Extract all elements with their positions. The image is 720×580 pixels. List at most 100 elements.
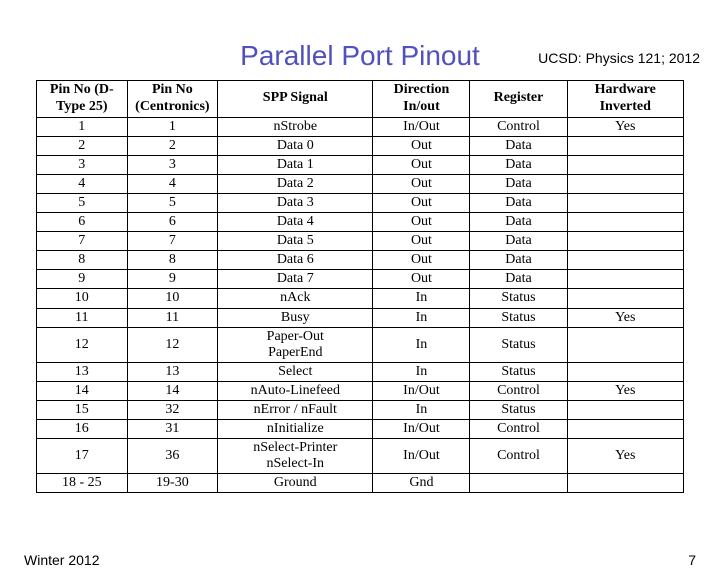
- table-cell: 36: [127, 439, 218, 474]
- table-cell: 12: [37, 327, 128, 362]
- table-cell: Data: [470, 155, 567, 174]
- table-cell: Out: [373, 232, 470, 251]
- table-cell: Status: [470, 289, 567, 308]
- table-cell: Yes: [567, 308, 683, 327]
- table-row: 77Data 5OutData: [37, 232, 684, 251]
- table-cell: 11: [127, 308, 218, 327]
- table-cell: 10: [37, 289, 128, 308]
- table-cell: Out: [373, 155, 470, 174]
- table-row: 22Data 0OutData: [37, 136, 684, 155]
- course-header: UCSD: Physics 121; 2012: [538, 50, 700, 66]
- table-cell: Data 7: [218, 270, 373, 289]
- pinout-table: Pin No (D-Type 25) Pin No (Centronics) S…: [36, 80, 684, 493]
- table-cell: Data: [470, 232, 567, 251]
- table-cell: Out: [373, 193, 470, 212]
- table-cell: [567, 289, 683, 308]
- table-cell: 12: [127, 327, 218, 362]
- table-cell: Out: [373, 174, 470, 193]
- table-row: 66Data 4OutData: [37, 213, 684, 232]
- col-header: Pin No (Centronics): [127, 81, 218, 118]
- table-cell: 5: [127, 193, 218, 212]
- table-cell: Status: [470, 401, 567, 420]
- table-cell: [567, 155, 683, 174]
- table-cell: 13: [127, 362, 218, 381]
- table-row: 55Data 3OutData: [37, 193, 684, 212]
- table-row: 33Data 1OutData: [37, 155, 684, 174]
- table-cell: In: [373, 401, 470, 420]
- table-row: 11nStrobeIn/OutControlYes: [37, 117, 684, 136]
- table-cell: Data 5: [218, 232, 373, 251]
- table-cell: Select: [218, 362, 373, 381]
- table-cell: nSelect-PrinternSelect-In: [218, 439, 373, 474]
- table-cell: 3: [37, 155, 128, 174]
- table-cell: [567, 327, 683, 362]
- table-cell: 2: [37, 136, 128, 155]
- col-header: Direction In/out: [373, 81, 470, 118]
- table-cell: 6: [37, 213, 128, 232]
- table-cell: nAuto-Linefeed: [218, 381, 373, 400]
- col-header: Pin No (D-Type 25): [37, 81, 128, 118]
- table-cell: 32: [127, 401, 218, 420]
- table-cell: 16: [37, 420, 128, 439]
- col-header: Register: [470, 81, 567, 118]
- table-cell: Status: [470, 327, 567, 362]
- table-cell: 8: [127, 251, 218, 270]
- table-cell: 1: [127, 117, 218, 136]
- table-cell: Data 4: [218, 213, 373, 232]
- table-cell: Status: [470, 308, 567, 327]
- footer-term: Winter 2012: [24, 552, 99, 568]
- table-cell: 9: [37, 270, 128, 289]
- table-cell: Data 0: [218, 136, 373, 155]
- table-cell: nAck: [218, 289, 373, 308]
- table-row: 18 - 2519-30GroundGnd: [37, 474, 684, 493]
- table-cell: Gnd: [373, 474, 470, 493]
- table-cell: Ground: [218, 474, 373, 493]
- table-cell: Data: [470, 136, 567, 155]
- table-cell: Yes: [567, 117, 683, 136]
- table-row: 99Data 7OutData: [37, 270, 684, 289]
- table-cell: 2: [127, 136, 218, 155]
- table-cell: 14: [37, 381, 128, 400]
- table-body: 11nStrobeIn/OutControlYes22Data 0OutData…: [37, 117, 684, 493]
- table-cell: [567, 401, 683, 420]
- footer-page: 7: [688, 552, 696, 568]
- table-cell: Data: [470, 251, 567, 270]
- table-cell: 8: [37, 251, 128, 270]
- table-row: 44Data 2OutData: [37, 174, 684, 193]
- table-cell: Status: [470, 362, 567, 381]
- table-cell: Control: [470, 420, 567, 439]
- table-cell: In: [373, 362, 470, 381]
- table-cell: 4: [37, 174, 128, 193]
- table-cell: 5: [37, 193, 128, 212]
- table-cell: 19-30: [127, 474, 218, 493]
- table-cell: 7: [127, 232, 218, 251]
- table-cell: In: [373, 308, 470, 327]
- table-cell: 11: [37, 308, 128, 327]
- table-cell: 13: [37, 362, 128, 381]
- table-cell: Control: [470, 439, 567, 474]
- table-cell: Data: [470, 174, 567, 193]
- table-cell: Busy: [218, 308, 373, 327]
- table-cell: Out: [373, 213, 470, 232]
- table-header: Pin No (D-Type 25) Pin No (Centronics) S…: [37, 81, 684, 118]
- table-cell: [567, 362, 683, 381]
- table-cell: Control: [470, 117, 567, 136]
- table-cell: 9: [127, 270, 218, 289]
- table-cell: Out: [373, 270, 470, 289]
- table-cell: 15: [37, 401, 128, 420]
- table-cell: Yes: [567, 439, 683, 474]
- col-header: SPP Signal: [218, 81, 373, 118]
- table-cell: Data 2: [218, 174, 373, 193]
- table-cell: [567, 232, 683, 251]
- table-cell: nStrobe: [218, 117, 373, 136]
- table-row: 1631nInitializeIn/OutControl: [37, 420, 684, 439]
- table-cell: Data 3: [218, 193, 373, 212]
- table-cell: nError / nFault: [218, 401, 373, 420]
- table-cell: In/Out: [373, 420, 470, 439]
- table-row: 88Data 6OutData: [37, 251, 684, 270]
- table-cell: Data: [470, 213, 567, 232]
- table-cell: [567, 193, 683, 212]
- table-row: 1532nError / nFaultInStatus: [37, 401, 684, 420]
- table-cell: [567, 174, 683, 193]
- table-row: 1313SelectInStatus: [37, 362, 684, 381]
